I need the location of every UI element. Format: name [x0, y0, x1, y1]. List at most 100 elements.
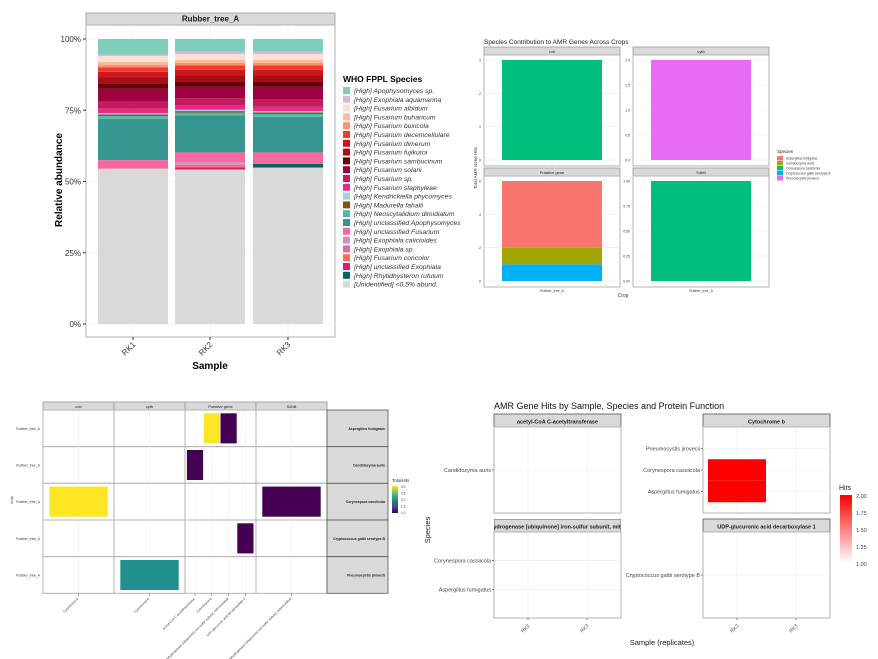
- legend-tick-label: 1.0: [401, 511, 406, 515]
- bar-segment: [98, 160, 168, 169]
- legend-label: [High] Fusarium solani: [353, 167, 422, 174]
- facet-label: Putative gene: [540, 170, 565, 175]
- y-tick-label: 1.5: [625, 84, 630, 88]
- bar-segment: [253, 163, 323, 168]
- bar-segment: [175, 62, 245, 66]
- facet-label: Putative gene: [208, 404, 233, 409]
- row-strip-label: Pneumocystis jirovecii: [347, 574, 385, 578]
- facet-label: Rubber_tree_A: [182, 15, 240, 24]
- bar-segment: [175, 162, 245, 165]
- bar-segment: [98, 115, 168, 119]
- legend-label: [High] Apophysomyces sp.: [353, 88, 434, 95]
- bar-segment: [175, 39, 245, 52]
- bar-segment: [175, 152, 245, 163]
- legend-swatch: [343, 236, 350, 244]
- y-axis-title: Total AMR Gene Hits: [473, 146, 478, 189]
- heatmap-tile: [186, 449, 204, 481]
- facet-label: cytb: [146, 404, 154, 409]
- y-tick-label: 0.5: [625, 134, 630, 138]
- bar-segment: [651, 181, 751, 281]
- y-tick-label: 100%: [61, 35, 81, 44]
- y-tick-label: Rubber_tree_A: [16, 574, 40, 578]
- abundance-chart: Rubber_tree_A 0% 25% 50% 75% 100% RK1 RK2 RK3 Sam…: [54, 12, 461, 372]
- legend-label: [High] Fusarium decemcellulare: [353, 132, 450, 139]
- bar-segment: [98, 108, 168, 114]
- legend-label: [High] unclassified Apophysomyces: [353, 220, 461, 227]
- legend-swatch: [343, 271, 350, 279]
- legend-swatch: [777, 176, 783, 181]
- legend-label: [High] Rhytidhysteron rufulum: [353, 273, 444, 280]
- row-strip-label: Cryptococcus gattii serotype B: [333, 537, 385, 541]
- legend-swatch: [343, 131, 350, 138]
- facet-label: acetyl-CoA C-acetyltransferase: [517, 420, 598, 426]
- bar-segment: [502, 264, 602, 281]
- legend-label: [High] Exophiala aquamarina: [353, 97, 442, 104]
- legend-tick-label: 1.50: [856, 528, 867, 534]
- x-axis-title: Sample: [192, 361, 228, 372]
- legend-swatch: [343, 122, 350, 130]
- bar-segment: [175, 75, 245, 82]
- legend-label: [High] Fusarium concolor: [353, 255, 430, 262]
- bar-segment: [98, 168, 168, 324]
- legend-swatch: [777, 171, 783, 176]
- bar-segment: [253, 106, 323, 112]
- x-tick-label: RK3: [788, 623, 799, 634]
- legend-swatch: [343, 227, 350, 235]
- y-tick-label: 25%: [65, 249, 81, 258]
- legend-label: [High] Fusarium albidum: [353, 106, 428, 113]
- clipped-strip: NADH dehydrogenase [ubiquinone] iron-sul…: [494, 519, 621, 533]
- legend-title: Hits: [839, 485, 852, 492]
- bar-segment: [253, 51, 323, 55]
- y-axis-title: Relative abundance: [54, 133, 65, 227]
- facet-label: cob: [75, 404, 82, 409]
- legend-label: [High] Fusarium buharicum: [353, 114, 436, 121]
- bar-segment: [175, 69, 245, 76]
- y-tick-label: 2.0: [625, 59, 630, 63]
- legend-label: [High] Fusarium sambucinum: [353, 158, 443, 165]
- bar-segment: [253, 69, 323, 76]
- legend-swatch: [343, 192, 350, 200]
- y-tick-label: 4: [479, 213, 481, 217]
- x-tick-label: RK2: [520, 623, 531, 634]
- colorbar: [840, 495, 852, 563]
- legend-label: [Unidentified] <0.5% abund.: [353, 282, 438, 289]
- bar-segment: [175, 98, 245, 106]
- bar-segment: [253, 112, 323, 114]
- y-tick-label: Candidozyma auris: [444, 468, 491, 474]
- x-tick-label: RK2: [197, 340, 215, 358]
- bar-segment: [175, 51, 245, 55]
- bar-segment: [98, 101, 168, 109]
- legend-swatch: [343, 113, 350, 121]
- legend-tick-label: 1.00: [856, 562, 867, 568]
- x-tick-label: acetyl-CoA C-acetyltransferase: [162, 597, 196, 631]
- bar-segment: [175, 112, 245, 116]
- bar-segment: [175, 59, 245, 63]
- y-tick-label: Rubber_tree_A: [16, 500, 40, 504]
- y-tick-label: Rubber_tree_A: [16, 464, 40, 468]
- x-tick-label: Cytochrome b: [196, 597, 213, 614]
- y-axis-title: Species: [423, 516, 432, 543]
- row-strip: [326, 519, 389, 558]
- legend-label: [High] Neoscytalidium dimidiatum: [353, 211, 455, 218]
- bar-segment: [175, 86, 245, 99]
- legend-label: [High] Fusarium buxicola: [353, 123, 429, 130]
- legend-swatch: [343, 148, 350, 156]
- legend-swatch: [777, 166, 783, 171]
- y-tick-label: Corynespora cassiicola: [643, 468, 701, 474]
- x-tick-label: RK3: [275, 340, 293, 358]
- legend-swatch: [343, 87, 350, 94]
- bar-segment: [98, 56, 168, 62]
- bar-segment: [253, 59, 323, 63]
- bar-segment: [175, 105, 245, 110]
- legend-label: Cryptococcus gattii serotype B: [786, 172, 831, 176]
- bar-segment: [253, 65, 323, 70]
- facet-label: cob: [549, 49, 556, 54]
- legend-label: [High] unclassified Fusarium: [353, 229, 440, 236]
- bar-segment: [175, 54, 245, 60]
- x-axis-title: Crop: [618, 293, 629, 299]
- bar-segment: [175, 81, 245, 87]
- y-tick-label: 1: [479, 125, 481, 129]
- bar-segment: [98, 83, 168, 89]
- y-tick-label: 0.75: [623, 205, 630, 209]
- bar-segment: [98, 114, 168, 116]
